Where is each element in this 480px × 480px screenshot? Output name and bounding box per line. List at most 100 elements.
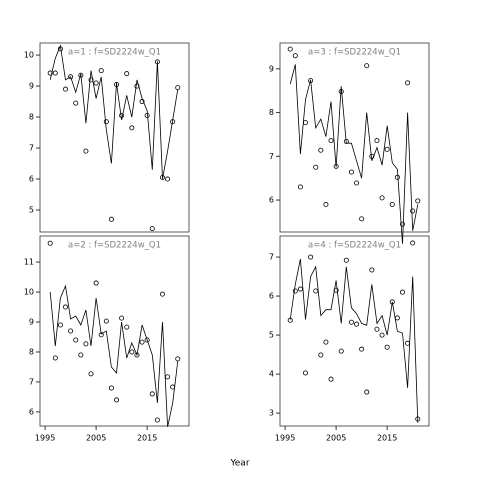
data-point [165,176,171,182]
data-point [374,326,380,332]
data-point [88,77,94,83]
data-point [379,332,385,338]
data-line [289,64,419,244]
data-point [175,356,181,362]
data-point [384,344,390,350]
data-point [170,384,176,390]
data-point [405,340,411,346]
y-tick-label: 4 [269,370,274,379]
y-tick-label: 8 [29,347,34,356]
y-tick-label: 8 [29,113,34,122]
data-point [415,416,421,422]
panel-frame [39,235,190,427]
panel-frame [279,42,430,233]
y-tick-label: 3 [269,409,274,418]
x-axis-label: Year [229,459,249,469]
data-point [154,417,160,423]
data-point [57,46,63,52]
data-point [297,184,303,190]
data-point [139,99,145,105]
data-point [68,74,74,80]
data-point [119,315,125,321]
data-point [399,221,405,227]
data-point [379,195,385,201]
x-tick-label: 1995 [35,434,55,443]
data-point [47,70,53,76]
data-point [144,113,150,119]
data-point [170,119,176,125]
data-point [308,254,314,260]
data-point [68,328,74,334]
data-point [343,257,349,263]
y-tick-label: 6 [29,407,34,416]
x-tick-label: 1995 [275,434,295,443]
data-point [52,355,58,361]
y-tick-label: 9 [29,82,34,91]
data-point [348,169,354,175]
panel-frame [279,235,430,427]
data-point [88,371,94,377]
data-point [328,138,334,144]
data-point [333,287,339,293]
data-point [108,385,114,391]
y-tick-label: 6 [29,175,34,184]
data-point [369,267,375,273]
panel-strip: a=2 : f=SD2224w_Q1 [68,241,161,251]
y-tick-label: 9 [269,64,274,73]
data-point [134,83,140,89]
data-point [287,46,293,52]
data-point [108,216,114,222]
y-tick-label: 6 [269,196,274,205]
data-point [410,240,416,246]
panel-strip: a=1 : f=SD2224w_Q1 [68,48,161,58]
panel-frame [39,42,190,233]
data-point [175,85,181,91]
data-point [303,370,309,376]
data-point [159,291,165,297]
data-point [47,240,53,246]
data-point [93,280,99,286]
y-tick-label: 7 [29,377,34,386]
data-point [149,226,155,232]
data-point [154,59,160,65]
data-point [52,70,58,76]
data-point [98,332,104,338]
data-point [124,71,130,77]
data-point [98,68,104,74]
data-point [343,138,349,144]
data-point [354,180,360,186]
x-tick-label: 2005 [86,434,106,443]
data-point [73,337,79,343]
data-point [394,315,400,321]
data-point [93,80,99,86]
data-point [103,119,109,125]
data-point [63,86,69,92]
y-tick-label: 7 [269,152,274,161]
x-tick-label: 2005 [326,434,346,443]
panel-strip: a=4 : f=SD2224w_Q1 [308,241,401,251]
data-point [57,322,63,328]
data-point [318,147,324,153]
data-point [292,288,298,294]
data-point [364,63,370,69]
data-point [119,113,125,119]
data-point [129,125,135,131]
data-point [139,339,145,345]
data-point [399,289,405,295]
data-point [165,374,171,380]
data-point [384,146,390,152]
data-point [297,286,303,292]
data-point [78,72,84,78]
data-point [114,82,120,88]
data-point [292,53,298,59]
data-line [49,44,179,180]
y-tick-label: 6 [269,292,274,301]
data-point [149,391,155,397]
y-tick-label: 10 [24,288,34,297]
data-point [328,376,334,382]
data-point [114,397,120,403]
x-tick-label: 2015 [137,434,157,443]
data-point [333,163,339,169]
data-point [374,138,380,144]
